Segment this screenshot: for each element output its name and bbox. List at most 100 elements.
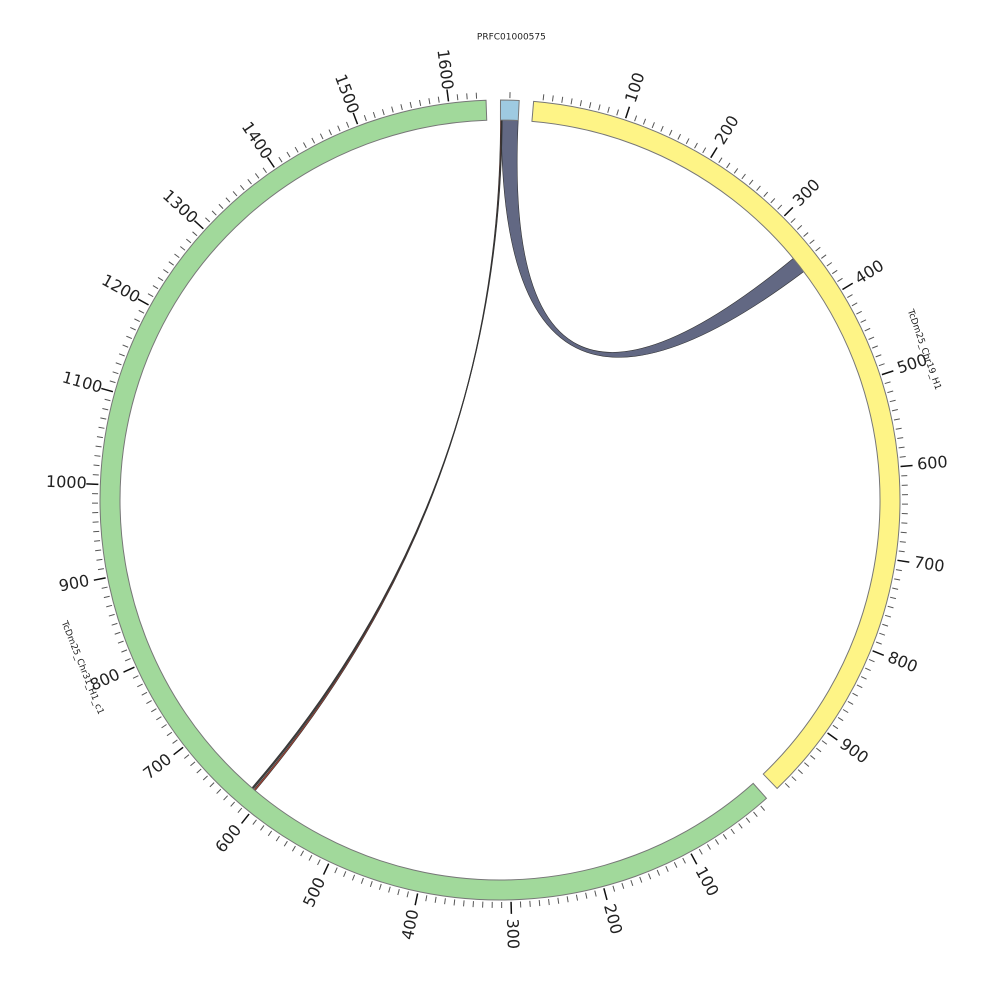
minor-tick [669,130,672,135]
minor-tick [816,247,821,251]
minor-tick [865,328,870,331]
major-tick [626,107,630,118]
minor-tick [853,693,858,696]
minor-tick [896,428,902,429]
tick-label: 200 [711,112,743,148]
tick-label: 900 [57,571,91,596]
link-ribbon [501,120,803,357]
minor-tick [761,806,765,811]
minor-tick [260,825,264,830]
minor-tick [445,898,446,904]
minor-tick [119,354,125,356]
minor-tick [549,899,550,905]
minor-tick [102,587,108,588]
minor-tick [96,559,102,560]
minor-tick [876,642,882,644]
major-tick [123,667,134,672]
minor-tick [843,710,848,713]
minor-tick [622,883,624,889]
minor-tick [661,126,663,131]
minor-tick [105,399,111,400]
tick-label: 200 [600,902,626,936]
segment-name: TcDm25_Chr31_H1_c1 [58,619,105,716]
major-tick [324,864,329,875]
major-tick [268,157,275,167]
major-tick [873,651,884,656]
minor-tick [142,692,147,695]
minor-tick [167,732,172,735]
minor-tick [156,717,161,720]
minor-tick [686,138,689,143]
major-tick [828,733,838,740]
minor-tick [174,254,179,258]
minor-tick [100,418,106,419]
minor-tick [410,102,411,108]
minor-tick [764,192,768,197]
minor-tick [104,596,110,597]
minor-tick [857,685,862,688]
minor-tick [754,812,758,817]
minor-tick [248,179,252,184]
minor-tick [734,168,737,173]
minor-tick [219,204,223,208]
minor-tick [146,701,151,704]
minor-tick [683,858,686,863]
tick-label: 300 [503,918,523,949]
minor-tick [238,808,242,813]
minor-tick [707,844,710,849]
minor-tick [865,668,870,671]
minor-tick [695,143,698,148]
tick-label: 400 [398,908,423,942]
minor-tick [295,147,298,152]
minor-tick [885,615,891,617]
major-tick [242,814,249,823]
link-ribbon [254,120,501,791]
minor-tick [872,346,878,348]
minor-tick [109,614,115,616]
minor-tick [231,802,235,807]
minor-tick [151,709,156,712]
minor-tick [158,277,163,280]
minor-tick [226,198,230,202]
minor-tick [837,278,842,281]
minor-tick [847,295,852,298]
minor-tick [876,355,882,357]
major-tick [604,888,607,900]
minor-tick [652,122,654,128]
minor-tick [373,112,375,118]
tick-label: 100 [692,863,723,899]
minor-tick [869,659,875,661]
minor-tick [94,456,100,457]
minor-tick [890,400,896,401]
segment-name: PRFC01000575 [477,33,546,43]
minor-tick [804,233,809,237]
minor-tick [894,419,900,420]
minor-tick [116,363,122,365]
minor-tick [576,895,577,901]
tick-label: 700 [913,552,946,575]
minor-tick [821,255,826,259]
minor-tick [133,676,138,679]
minor-tick [153,286,158,289]
tick-label: 100 [621,70,649,105]
link-ribbon [252,120,502,789]
minor-tick [126,336,131,338]
minor-tick [97,437,103,438]
minor-tick [392,107,394,113]
minor-tick [255,173,259,178]
tick-label: 1400 [238,118,277,162]
minor-tick [344,871,346,877]
minor-tick [263,168,266,173]
minor-tick [635,116,637,122]
minor-tick [93,465,99,466]
major-tick [138,299,148,305]
minor-tick [617,110,619,116]
minor-tick [648,874,650,880]
minor-tick [797,225,801,229]
major-tick [882,371,893,375]
minor-tick [739,823,743,828]
minor-tick [888,606,894,608]
major-tick [897,560,909,562]
